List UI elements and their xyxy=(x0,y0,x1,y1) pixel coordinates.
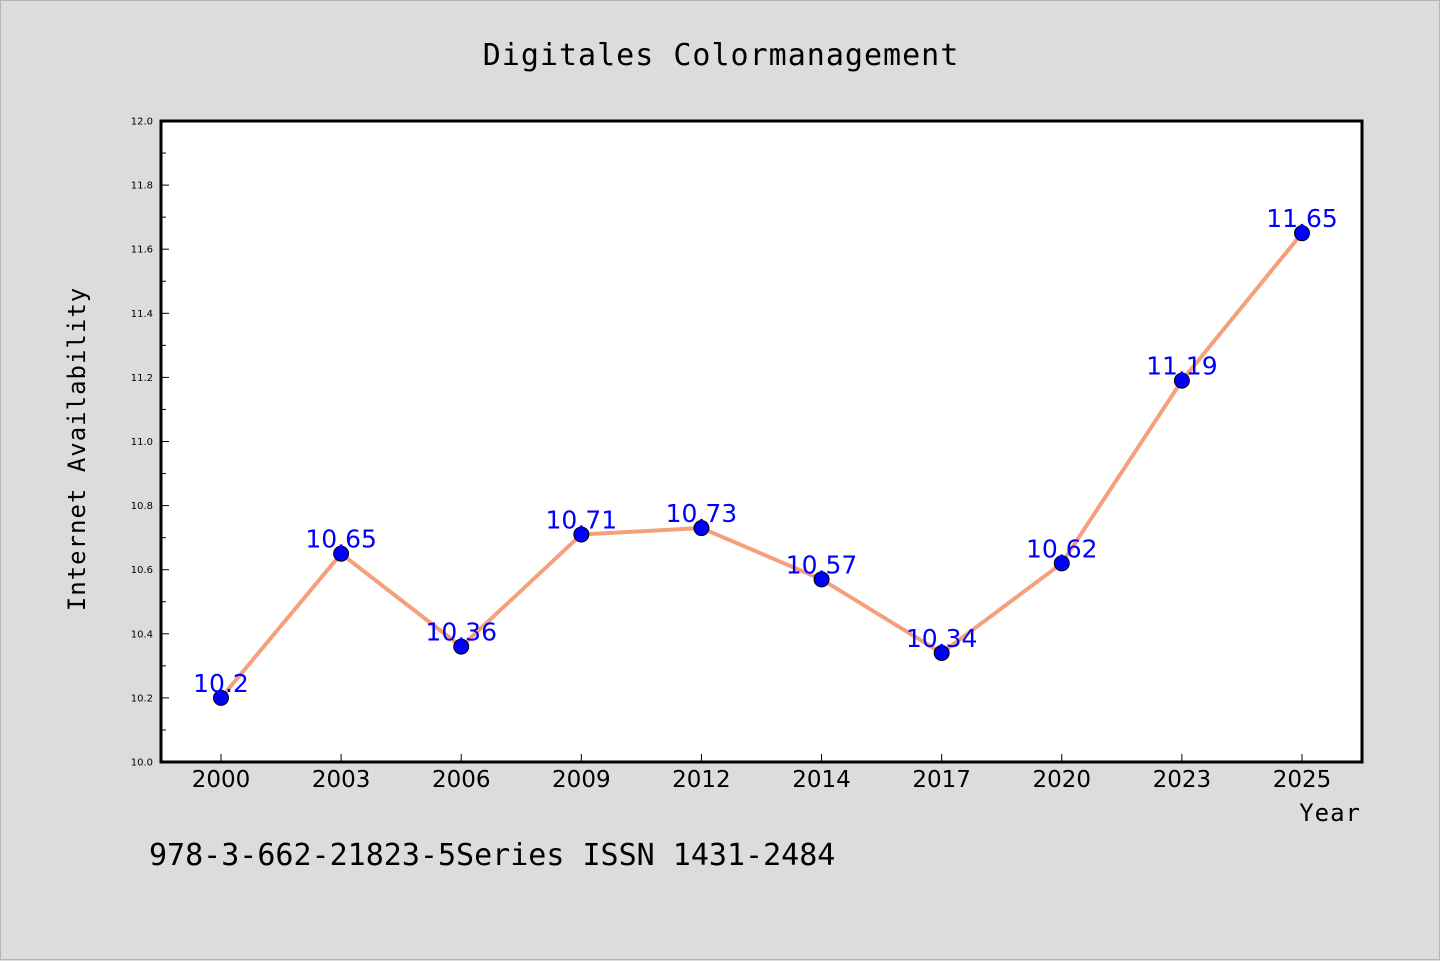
x-tick-label: 2020 xyxy=(1033,767,1092,793)
x-tick-label: 2006 xyxy=(432,767,491,793)
x-axis: 2000 2003 2006 2009 2012 2014 2017 2020 2023 2025 xyxy=(192,754,1332,793)
y-tick-label: 11.2 xyxy=(131,373,153,384)
data-point xyxy=(333,545,350,562)
data-label: 10.2 xyxy=(193,669,249,698)
plot-area xyxy=(161,121,1362,762)
data-point xyxy=(453,638,470,655)
y-axis-label: Internet Availability xyxy=(63,287,91,611)
y-tick-label: 10.8 xyxy=(131,501,153,512)
data-label: 11.65 xyxy=(1266,204,1338,233)
x-tick-label: 2025 xyxy=(1273,767,1332,793)
x-tick-label: 2003 xyxy=(312,767,371,793)
x-tick-label: 2009 xyxy=(552,767,611,793)
footnote: 978-3-662-21823-5Series ISSN 1431-2484 xyxy=(149,838,835,873)
plot-frame xyxy=(159,119,1364,764)
x-tick-label: 2000 xyxy=(192,767,251,793)
series-group: 10.2 10.65 10.36 10.71 10.73 10.57 10.34 10.62 1… xyxy=(193,204,1338,706)
data-point xyxy=(573,526,590,543)
data-label: 10.62 xyxy=(1026,534,1098,563)
data-label: 10.71 xyxy=(546,505,618,534)
x-tick-label: 2012 xyxy=(672,767,731,793)
y-axis: 10.0 10.2 10.4 10.6 10.8 11.0 11.2 11.4 11.6 11.8… xyxy=(131,117,169,769)
x-tick-label: 2023 xyxy=(1153,767,1212,793)
data-point xyxy=(213,689,229,706)
data-label: 10.36 xyxy=(425,618,497,647)
data-point xyxy=(933,645,950,662)
data-label: 10.73 xyxy=(666,499,738,528)
x-tick-label: 2017 xyxy=(912,767,971,793)
x-tick-label: 2014 xyxy=(792,767,851,793)
data-point xyxy=(813,571,830,588)
y-tick-label: 12.0 xyxy=(131,117,153,128)
y-tick-label: 11.4 xyxy=(131,309,153,320)
data-point xyxy=(1173,372,1190,389)
data-label: 11.19 xyxy=(1146,352,1218,381)
y-tick-label: 10.0 xyxy=(131,758,153,769)
y-tick-label: 11.0 xyxy=(131,437,153,448)
data-label: 10.65 xyxy=(305,525,377,554)
y-tick-label: 11.8 xyxy=(131,181,153,192)
data-label: 10.34 xyxy=(906,624,978,653)
y-tick-label: 10.6 xyxy=(131,565,153,576)
data-point xyxy=(1294,225,1310,242)
chart-title: Digitales Colormanagement xyxy=(483,38,960,73)
y-tick-label: 10.2 xyxy=(131,693,153,704)
series-line xyxy=(219,231,1304,700)
data-point xyxy=(1053,555,1070,572)
data-label: 10.57 xyxy=(786,550,858,579)
data-point xyxy=(693,520,710,537)
y-tick-label: 11.6 xyxy=(131,245,153,256)
y-tick-label: 10.4 xyxy=(131,629,153,640)
x-axis-label: Year xyxy=(1299,799,1361,827)
